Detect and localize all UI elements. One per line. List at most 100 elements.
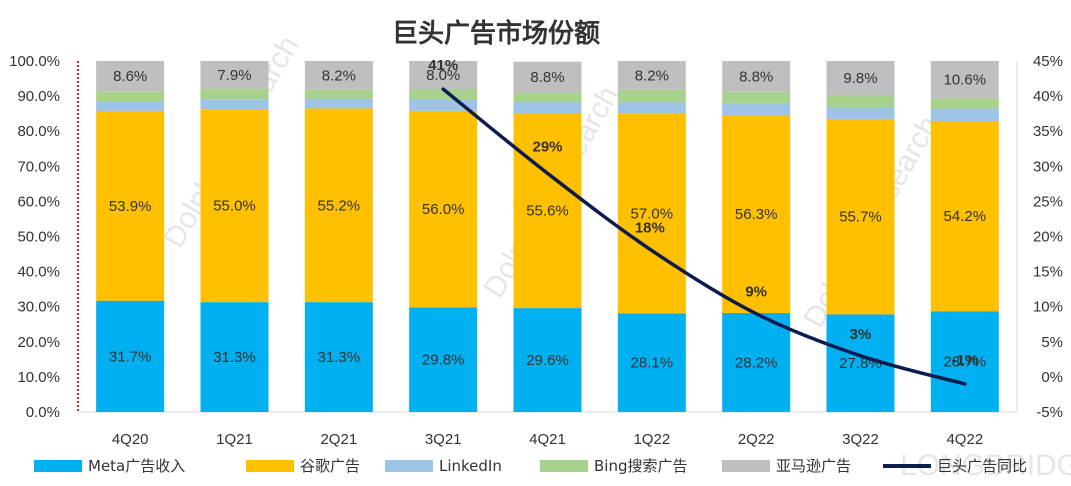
bar-segment [513, 92, 582, 103]
line-layer: 41% 29% 18% 9% 3% -1% [428, 57, 978, 386]
bar-data-label: 29.8% [422, 352, 465, 369]
y-right-tick-label: 40% [1033, 88, 1063, 105]
x-tick-label: 3Q21 [425, 431, 462, 448]
line-data-label: 18% [635, 220, 665, 237]
bar-segment [722, 91, 791, 104]
y-left-tick-label: 10.0% [17, 369, 60, 386]
bar-data-label: 8.8% [739, 68, 773, 85]
bar-segment [722, 115, 791, 314]
bar-segment [200, 99, 269, 110]
y-right-tick-label: 0% [1041, 369, 1063, 386]
bar-segment [304, 108, 373, 303]
bar-data-label: 8.2% [322, 67, 356, 84]
legend-swatch [246, 460, 294, 472]
bar-data-label: 56.0% [422, 201, 465, 218]
bar-segment [617, 61, 686, 90]
y-left-tick-label: 100.0% [9, 53, 60, 70]
bar-segment [409, 99, 478, 111]
bar-segment [96, 300, 165, 412]
y-right-tick-label: 10% [1033, 299, 1063, 316]
bar-segment [513, 61, 582, 93]
bar-segment [826, 61, 895, 96]
y-left-tick-label: 70.0% [17, 158, 60, 175]
bar-segment [826, 95, 895, 107]
bar-data-label: 28.7% [944, 354, 987, 371]
bar-data-label: 54.2% [944, 208, 987, 225]
bar-data-label: 27.8% [839, 355, 882, 372]
bar-data-label: 7.9% [217, 67, 251, 84]
x-tick-label: 4Q20 [112, 431, 149, 448]
yoy-line [441, 87, 967, 386]
bar-data-label: 10.6% [944, 72, 987, 89]
bar-data-label: 28.2% [735, 355, 778, 372]
bar-segment [722, 103, 791, 116]
bar-segment [930, 311, 999, 412]
x-tick-label: 3Q22 [842, 431, 879, 448]
bar-data-label: 31.7% [109, 348, 152, 365]
bar-segment [722, 313, 791, 412]
legend-label: Bing搜索广告 [594, 457, 688, 475]
bar-data-label: 55.7% [839, 209, 882, 226]
legend-swatch [540, 460, 588, 472]
bar-segment [409, 61, 478, 90]
bar-segment [304, 61, 373, 90]
y-left-tick-label: 50.0% [17, 229, 60, 246]
bar-data-label: 8.2% [635, 67, 669, 84]
legend-label: LinkedIn [439, 457, 502, 475]
line-data-label: 9% [745, 284, 767, 301]
x-tick-label: 4Q21 [529, 431, 566, 448]
bar-segment [409, 110, 478, 308]
bar-segment [409, 89, 478, 100]
y-right-tick-label: 20% [1033, 229, 1063, 246]
bar-segment [96, 61, 165, 92]
y-left-tick-label: 90.0% [17, 88, 60, 105]
bar-segment [722, 61, 791, 92]
bar-data-label: 55.6% [526, 203, 569, 220]
bar-segment [617, 89, 686, 103]
chart-title: 巨头广告市场份额 [392, 18, 600, 49]
bar-segment [930, 98, 999, 109]
y-right-tick-label: 25% [1033, 193, 1063, 210]
legend-label: 亚马逊广告 [776, 457, 851, 475]
bar-data-label: 57.0% [631, 205, 674, 222]
y-right-tick-label: 35% [1033, 123, 1063, 140]
bar-segment [930, 108, 999, 122]
bar-data-label: 31.3% [318, 349, 361, 366]
bar-segment [409, 307, 478, 412]
x-tick-label: 1Q21 [216, 431, 253, 448]
bar-data-label: 8.8% [530, 69, 564, 86]
x-tick-label: 2Q21 [320, 431, 357, 448]
bar-segment [617, 313, 686, 412]
bar-segment [304, 98, 373, 109]
bar-segment [617, 102, 686, 114]
bar-segment [513, 308, 582, 412]
bar-segment [96, 91, 165, 102]
bar-segment [826, 106, 895, 119]
bar-segment [96, 111, 165, 301]
bar-data-label: 56.3% [735, 206, 778, 223]
line-data-label: 41% [428, 57, 458, 74]
bar-segment [200, 109, 269, 303]
y-right-tick-label: 15% [1033, 264, 1063, 281]
y-right-tick-label: 45% [1033, 53, 1063, 70]
y-left-tick-label: 60.0% [17, 193, 60, 210]
y-left-tick-label: 30.0% [17, 299, 60, 316]
bar-segment [513, 102, 582, 113]
bar-segment [930, 121, 999, 312]
bar-segment [513, 112, 582, 309]
x-tick-label: 2Q22 [738, 431, 775, 448]
bar-data-label: 8.6% [113, 68, 147, 85]
legend: Meta广告收入 谷歌广告 LinkedIn Bing搜索广告 亚马逊广告 巨头广告同比 [34, 457, 1027, 475]
bar-data-label: 29.6% [526, 352, 569, 369]
bar-segment [304, 89, 373, 99]
line-data-label: 3% [850, 326, 872, 343]
y-right-tick-label: 30% [1033, 158, 1063, 175]
bar-segment [304, 302, 373, 412]
line-data-label: 29% [532, 138, 562, 155]
legend-line-label: 巨头广告同比 [937, 457, 1027, 475]
legend-label: Meta广告收入 [88, 457, 185, 475]
bar-segment [96, 101, 165, 112]
y-left-tick-label: 20.0% [17, 334, 60, 351]
